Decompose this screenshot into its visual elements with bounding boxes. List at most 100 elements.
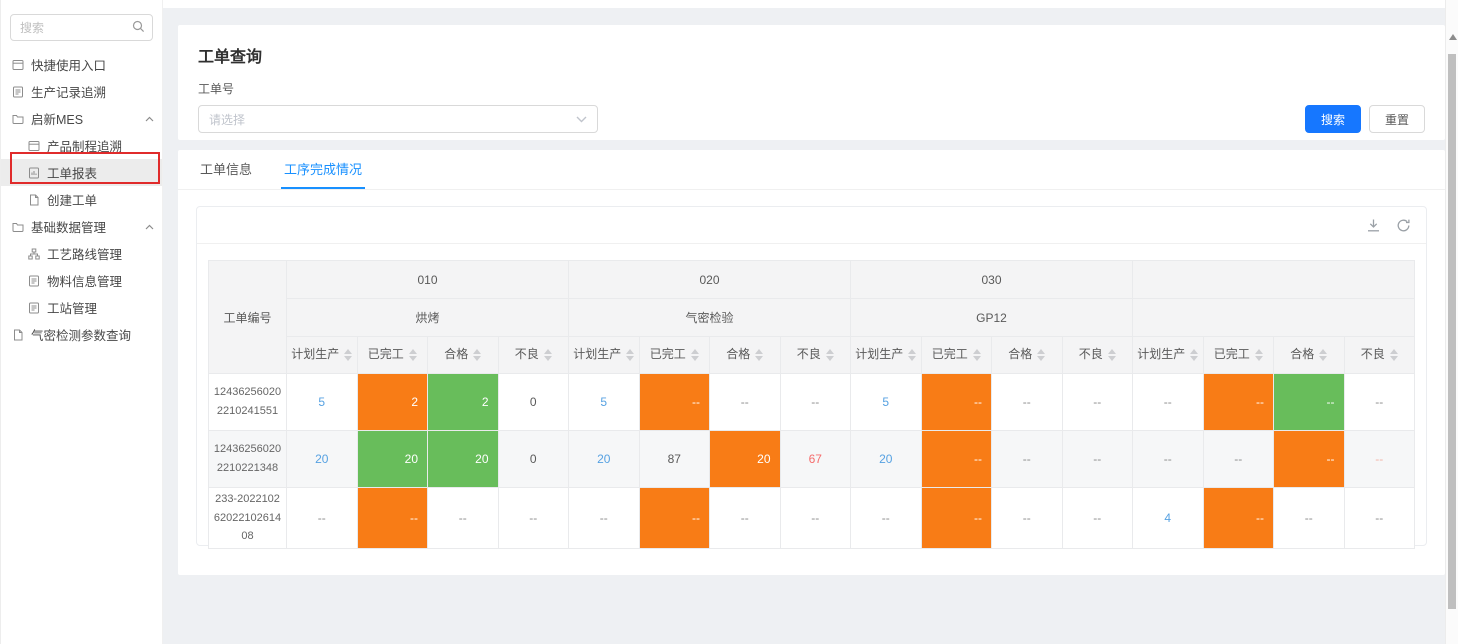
- sort-caret-icon[interactable]: [1037, 349, 1046, 361]
- table-cell-r0-c8[interactable]: 5: [850, 373, 922, 431]
- sidebar-item-10[interactable]: 气密检测参数查询: [1, 321, 162, 348]
- sub-header-g3-1[interactable]: 已完工: [1202, 336, 1274, 374]
- sidebar-item-6[interactable]: 基础数据管理: [1, 213, 162, 240]
- sidebar-item-0[interactable]: 快捷使用入口: [1, 51, 162, 78]
- reset-button[interactable]: 重置: [1368, 105, 1425, 133]
- sub-header-g3-0[interactable]: 计划生产: [1132, 336, 1204, 374]
- sub-header-g2-2[interactable]: 合格: [991, 336, 1063, 374]
- query-card: 工单查询 工单号 请选择: [178, 25, 1445, 140]
- sub-header-label: 合格: [444, 347, 469, 362]
- sidebar-item-5[interactable]: 创建工单: [1, 186, 162, 213]
- chevron-up-icon[interactable]: [145, 224, 154, 230]
- vertical-scrollbar[interactable]: [1445, 0, 1458, 644]
- sort-caret-icon[interactable]: [408, 349, 417, 361]
- group-name-header-1: 气密检验: [568, 298, 851, 337]
- table-cell-r1-c4[interactable]: 20: [568, 430, 640, 488]
- sub-header-g0-1[interactable]: 已完工: [356, 336, 428, 374]
- table-cell-r1-c1: 20: [356, 430, 428, 488]
- sub-header-g0-2[interactable]: 合格: [427, 336, 499, 374]
- sub-header-g1-0[interactable]: 计划生产: [568, 336, 640, 374]
- folder-icon: [12, 221, 24, 233]
- tab-1[interactable]: 工序完成情况: [281, 150, 366, 189]
- table-cell-r1-c5: 87: [638, 430, 710, 488]
- sidebar-item-1[interactable]: 生产记录追溯: [1, 78, 162, 105]
- sort-caret-icon[interactable]: [1254, 349, 1263, 361]
- sidebar-item-4[interactable]: 工单报表: [1, 159, 162, 186]
- scrollbar-thumb[interactable]: [1448, 54, 1456, 609]
- sub-header-g1-2[interactable]: 合格: [709, 336, 781, 374]
- table-cell-r1-c8[interactable]: 20: [850, 430, 922, 488]
- table-cell-r0-c9: --: [920, 373, 992, 431]
- table-cell-r2-c9: --: [920, 486, 992, 550]
- table-cell-r0-c0[interactable]: 5: [286, 373, 358, 431]
- sort-caret-icon[interactable]: [1389, 349, 1398, 361]
- table-cell-r0-c1: 2: [356, 373, 428, 431]
- table-cell-r1-c3: 0: [497, 430, 569, 488]
- sidebar-item-label: 快捷使用入口: [31, 59, 107, 73]
- table-toolbar: [197, 207, 1426, 244]
- table-cell-r2-c12[interactable]: 4: [1132, 486, 1204, 550]
- sidebar-item-label: 工站管理: [47, 302, 98, 316]
- search-input[interactable]: [10, 14, 153, 41]
- sidebar-item-3[interactable]: 产品制程追溯: [1, 132, 162, 159]
- table-cell-r0-c7: --: [779, 373, 851, 431]
- sort-caret-icon[interactable]: [543, 349, 552, 361]
- sort-caret-icon[interactable]: [825, 349, 834, 361]
- work-order-field: 工单号 请选择: [198, 80, 598, 133]
- sub-header-g0-0[interactable]: 计划生产: [286, 336, 358, 374]
- sub-header-g3-3[interactable]: 不良: [1343, 336, 1415, 374]
- download-icon[interactable]: [1366, 218, 1381, 233]
- sub-header-g2-3[interactable]: 不良: [1061, 336, 1133, 374]
- panel-icon: [28, 140, 40, 152]
- table-cell-r2-c1: --: [356, 486, 428, 550]
- group-code-header-0: 010: [286, 260, 569, 299]
- table-cell-r1-c0[interactable]: 20: [286, 430, 358, 488]
- sub-header-g1-3[interactable]: 不良: [779, 336, 851, 374]
- work-order-select[interactable]: 请选择: [198, 105, 598, 133]
- sort-caret-icon[interactable]: [690, 349, 699, 361]
- sub-header-g2-0[interactable]: 计划生产: [850, 336, 922, 374]
- main-content: 工单查询 工单号 请选择: [163, 0, 1458, 644]
- sub-header-label: 已完工: [367, 347, 404, 362]
- table-cell-r0-c11: --: [1061, 373, 1133, 431]
- sidebar-item-2[interactable]: 启新MES: [1, 105, 162, 132]
- sub-header-label: 合格: [1008, 347, 1033, 362]
- sidebar-item-7[interactable]: 工艺路线管理: [1, 240, 162, 267]
- table-cell-r2-c14: --: [1273, 486, 1345, 550]
- sort-caret-icon[interactable]: [1190, 349, 1199, 361]
- sub-header-g3-2[interactable]: 合格: [1273, 336, 1345, 374]
- sort-caret-icon[interactable]: [626, 349, 635, 361]
- scrollbar-up-arrow-icon[interactable]: [1449, 34, 1457, 40]
- sidebar-item-8[interactable]: 物料信息管理: [1, 267, 162, 294]
- tab-0[interactable]: 工单信息: [200, 162, 253, 177]
- sort-caret-icon[interactable]: [1319, 349, 1328, 361]
- sub-header-label: 已完工: [1213, 347, 1250, 362]
- table-cell-r1-c13: --: [1202, 430, 1274, 488]
- table-cell-r2-c2: --: [427, 486, 499, 550]
- sort-caret-icon[interactable]: [908, 349, 917, 361]
- sort-caret-icon[interactable]: [1107, 349, 1116, 361]
- search-button[interactable]: 搜索: [1304, 105, 1361, 133]
- sort-caret-icon[interactable]: [344, 349, 353, 361]
- refresh-icon[interactable]: [1396, 218, 1411, 233]
- sort-caret-icon[interactable]: [473, 349, 482, 361]
- select-placeholder: 请选择: [209, 112, 246, 127]
- doc-icon: [12, 329, 24, 341]
- sub-header-g2-1[interactable]: 已完工: [920, 336, 992, 374]
- table-cell-r2-c4: --: [568, 486, 640, 550]
- table-cell-r0-c14: --: [1273, 373, 1345, 431]
- table-cell-r0-c4[interactable]: 5: [568, 373, 640, 431]
- sort-caret-icon[interactable]: [755, 349, 764, 361]
- sidebar-item-9[interactable]: 工站管理: [1, 294, 162, 321]
- group-code-header-1: 020: [568, 260, 851, 299]
- flow-icon: [28, 248, 40, 260]
- process-completion-table: 工单编号 010 020 030 烘烤 气密检验 GP12 计划生产 已完工 合格 不良 计划生产 已完…: [208, 260, 1415, 550]
- sub-header-g1-1[interactable]: 已完工: [638, 336, 710, 374]
- table-cell-r1-c6: 20: [709, 430, 781, 488]
- chevron-up-icon[interactable]: [145, 116, 154, 122]
- sub-header-g0-3[interactable]: 不良: [497, 336, 569, 374]
- sort-caret-icon[interactable]: [972, 349, 981, 361]
- table-cell-r2-c8: --: [850, 486, 922, 550]
